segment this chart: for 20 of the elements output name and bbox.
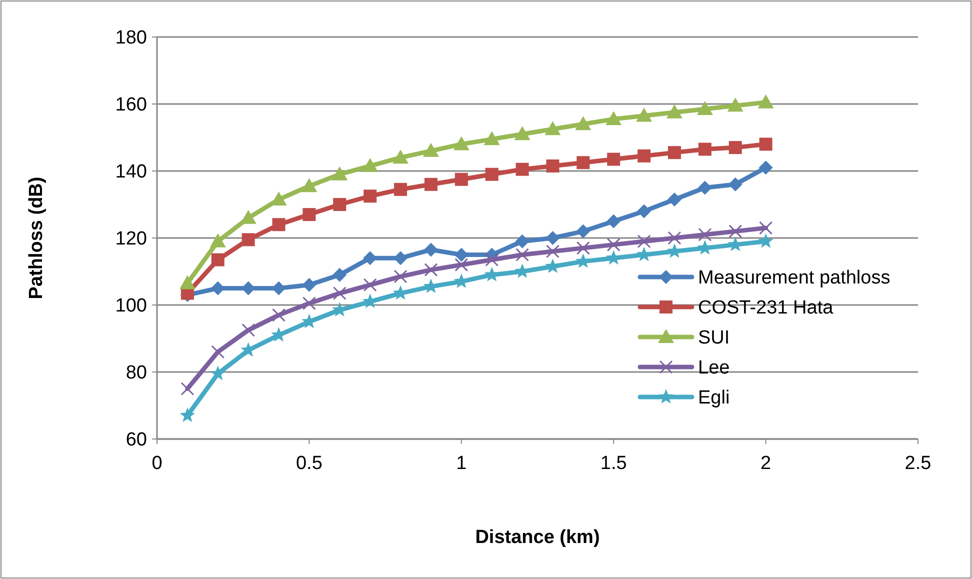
x-tick-label: 1.5 [600, 453, 627, 474]
x-tick-label: 0 [152, 453, 162, 474]
legend-label: Egli [698, 388, 730, 409]
y-axis-title: Pathloss (dB) [26, 176, 47, 300]
x-tick-label: 2 [760, 453, 772, 474]
x-tick-label: 1 [456, 453, 467, 474]
legend-label: Lee [698, 358, 730, 379]
y-tick-label: 180 [115, 28, 147, 49]
x-tick-label: 2.5 [904, 453, 932, 474]
y-tick-label: 140 [115, 162, 147, 183]
legend-label: Measurement pathloss [698, 268, 890, 289]
y-tick-label: 60 [126, 430, 147, 451]
y-tick-label: 80 [126, 362, 147, 384]
y-tick-label: 100 [115, 296, 147, 317]
x-axis-title: Distance (km) [475, 527, 600, 548]
x-tick-label: 0.5 [296, 453, 322, 474]
legend-label: SUI [698, 328, 730, 349]
legend-label: COST-231 Hata [698, 298, 834, 319]
y-tick-label: 160 [115, 94, 147, 116]
y-tick-label: 120 [115, 228, 147, 250]
